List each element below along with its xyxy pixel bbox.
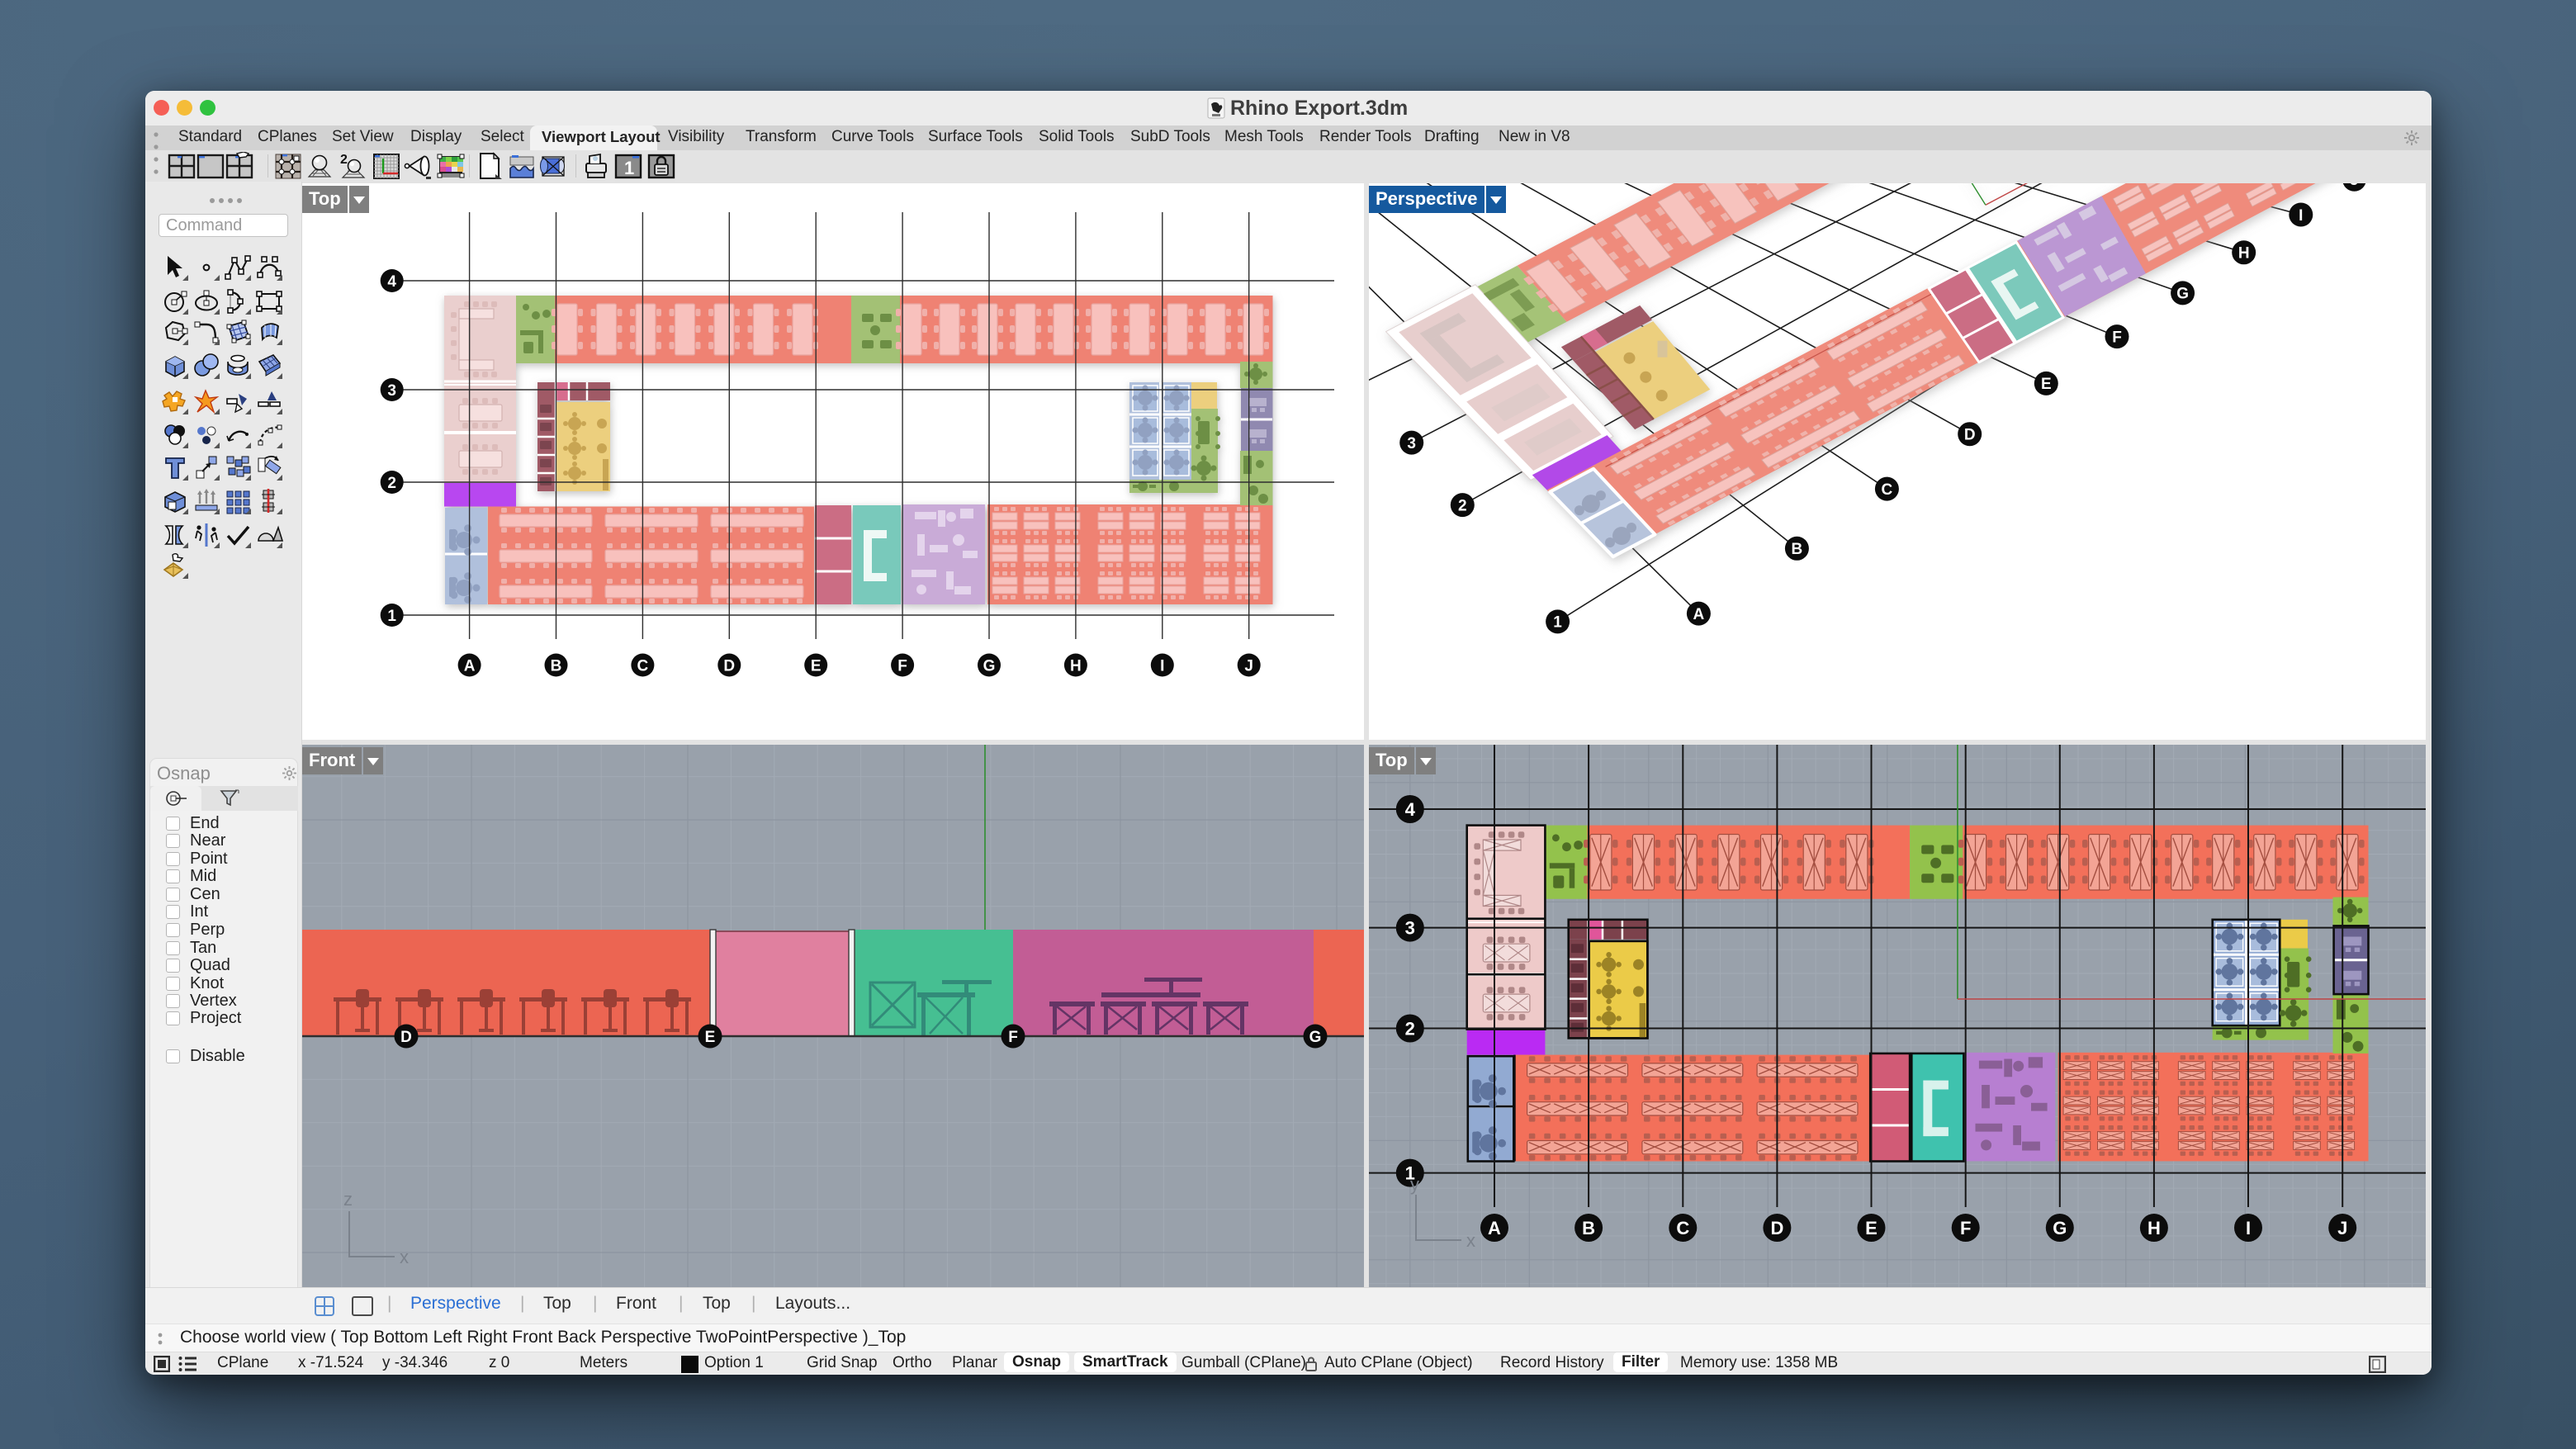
svg-text:B: B bbox=[1582, 1218, 1595, 1238]
svg-text:E: E bbox=[1865, 1218, 1878, 1238]
svg-text:E: E bbox=[2041, 376, 2052, 393]
svg-text:F: F bbox=[1008, 1029, 1018, 1046]
svg-text:2: 2 bbox=[340, 153, 348, 167]
svg-text:C: C bbox=[1882, 481, 1893, 499]
svg-text:F: F bbox=[897, 657, 907, 675]
svg-text:J: J bbox=[2350, 183, 2359, 189]
svg-text:3: 3 bbox=[1405, 918, 1415, 939]
svg-text:2: 2 bbox=[387, 475, 396, 492]
svg-text:F: F bbox=[2112, 329, 2122, 346]
svg-text:I: I bbox=[1160, 657, 1164, 675]
svg-text:J: J bbox=[2337, 1218, 2347, 1238]
svg-text:1: 1 bbox=[387, 608, 396, 625]
svg-text:B: B bbox=[1792, 541, 1803, 558]
svg-text:E: E bbox=[811, 657, 822, 675]
svg-text:D: D bbox=[1964, 427, 1976, 444]
svg-text:I: I bbox=[2246, 1218, 2251, 1238]
svg-text:E: E bbox=[705, 1029, 716, 1046]
svg-text:3: 3 bbox=[387, 382, 396, 400]
svg-text:1: 1 bbox=[624, 158, 634, 178]
svg-text:2: 2 bbox=[1405, 1018, 1415, 1039]
svg-text:A: A bbox=[464, 657, 476, 675]
svg-text:F: F bbox=[1960, 1218, 1971, 1238]
svg-text:x: x bbox=[400, 1247, 409, 1267]
svg-text:D: D bbox=[723, 657, 735, 675]
svg-text:x: x bbox=[1466, 1230, 1475, 1251]
svg-text:H: H bbox=[2238, 245, 2250, 263]
svg-text:B: B bbox=[551, 657, 562, 675]
svg-text:y: y bbox=[1410, 1174, 1419, 1195]
svg-text:H: H bbox=[1070, 657, 1082, 675]
svg-text:3: 3 bbox=[1407, 435, 1416, 452]
svg-text:J: J bbox=[1244, 657, 1253, 675]
svg-text:H: H bbox=[2147, 1218, 2161, 1238]
svg-text:G: G bbox=[983, 657, 996, 675]
svg-text:G: G bbox=[2053, 1218, 2067, 1238]
svg-text:D: D bbox=[1770, 1218, 1783, 1238]
svg-text:G: G bbox=[1309, 1029, 1322, 1046]
svg-text:2: 2 bbox=[1458, 497, 1467, 514]
svg-text:A: A bbox=[1488, 1218, 1501, 1238]
svg-text:A: A bbox=[1693, 606, 1705, 623]
svg-text:4: 4 bbox=[387, 273, 396, 291]
svg-text:4: 4 bbox=[1405, 799, 1416, 820]
svg-text:D: D bbox=[400, 1029, 412, 1046]
svg-text:G: G bbox=[2176, 286, 2189, 303]
svg-text:1: 1 bbox=[1553, 614, 1562, 632]
svg-text:C: C bbox=[1676, 1218, 1689, 1238]
svg-text:I: I bbox=[2299, 207, 2303, 225]
svg-text:C: C bbox=[637, 657, 649, 675]
svg-text:1: 1 bbox=[1405, 1163, 1415, 1184]
svg-text:z: z bbox=[343, 1189, 353, 1210]
